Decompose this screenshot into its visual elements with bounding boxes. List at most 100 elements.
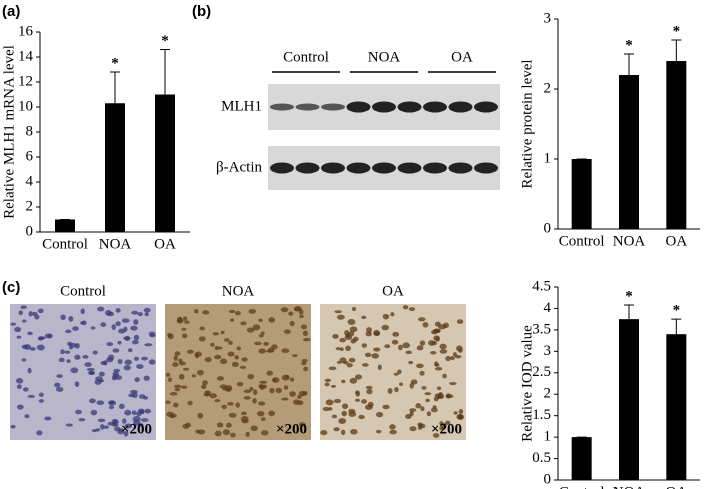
nucleus: [65, 423, 73, 427]
nucleus: [254, 341, 262, 346]
nucleus: [384, 344, 391, 349]
nucleus: [250, 425, 258, 432]
nucleus: [354, 398, 361, 402]
nucleus: [115, 321, 121, 327]
nucleus: [253, 389, 258, 396]
nucleus: [191, 374, 197, 378]
blot-band: [448, 101, 473, 113]
nucleus: [18, 310, 23, 316]
blot-band: [397, 162, 422, 174]
y-tick-label: 8: [26, 123, 34, 139]
nucleus: [390, 312, 395, 317]
nucleus: [455, 355, 462, 359]
nucleus: [27, 367, 32, 374]
nucleus: [97, 306, 105, 312]
nucleus: [58, 357, 65, 363]
nucleus: [167, 333, 174, 340]
nucleus: [86, 367, 95, 372]
nucleus: [165, 372, 171, 378]
nucleus: [408, 307, 416, 312]
nucleus: [123, 364, 131, 371]
nucleus: [100, 424, 105, 430]
bar: [571, 437, 592, 480]
blot-band: [346, 101, 371, 113]
nucleus: [36, 344, 45, 351]
nucleus: [174, 351, 181, 356]
nucleus: [74, 343, 80, 349]
nucleus: [22, 387, 29, 392]
nucleus: [298, 309, 304, 315]
nucleus: [118, 328, 126, 334]
nucleus: [228, 309, 236, 314]
error-bar: [671, 39, 682, 61]
nucleus: [349, 377, 358, 384]
nucleus: [283, 329, 291, 334]
nucleus: [221, 404, 227, 410]
nucleus: [408, 360, 414, 365]
nucleus: [449, 382, 457, 386]
nucleus: [397, 369, 402, 375]
nucleus: [348, 408, 356, 414]
y-tick-label: 0: [26, 223, 34, 239]
nucleus: [228, 340, 233, 345]
nucleus: [187, 400, 193, 406]
y-axis-label: Relative IOD value: [519, 325, 535, 442]
nucleus: [426, 411, 432, 417]
nucleus: [123, 430, 129, 437]
nucleus: [214, 354, 222, 360]
nucleus: [389, 429, 397, 435]
nucleus: [453, 411, 458, 415]
nucleus: [280, 307, 289, 313]
nucleus: [102, 425, 110, 429]
nucleus: [387, 387, 393, 394]
nucleus: [114, 426, 121, 432]
bar: [619, 319, 639, 480]
nucleus: [31, 311, 38, 316]
nucleus: [439, 343, 447, 350]
nucleus: [90, 326, 96, 330]
nucleus: [173, 355, 178, 361]
nucleus: [112, 348, 120, 353]
nucleus: [10, 424, 16, 429]
error-bar: [110, 71, 120, 104]
nucleus: [409, 426, 417, 432]
nucleus: [391, 339, 399, 345]
blot-group-label: Control: [283, 49, 329, 65]
nucleus: [430, 350, 437, 355]
nucleus: [427, 340, 436, 346]
nucleus: [382, 313, 390, 320]
nucleus: [16, 404, 24, 410]
bar: [155, 94, 175, 232]
nucleus: [209, 393, 217, 399]
nucleus: [381, 324, 390, 331]
nucleus: [420, 406, 425, 412]
nucleus: [134, 356, 139, 361]
nucleus: [222, 429, 231, 436]
nucleus: [29, 347, 36, 351]
nucleus: [409, 408, 417, 412]
nucleus: [78, 418, 86, 422]
nucleus: [260, 417, 266, 422]
y-tick-label: 2: [26, 198, 34, 214]
nucleus: [300, 324, 307, 330]
nucleus: [328, 366, 337, 371]
nucleus: [98, 379, 105, 383]
nucleus: [301, 361, 307, 366]
nucleus: [34, 314, 40, 320]
nucleus: [439, 421, 444, 426]
y-tick-label: 6: [26, 148, 34, 164]
y-axis-label: Relative MLH1 mRNA level: [1, 45, 17, 219]
nucleus: [227, 351, 235, 357]
y-tick-label: 12: [18, 73, 33, 89]
nucleus: [137, 312, 143, 317]
nucleus: [432, 433, 440, 438]
nucleus: [27, 394, 36, 398]
magnification: ×200: [276, 421, 307, 437]
nucleus: [302, 330, 309, 337]
significance: *: [673, 23, 681, 39]
nucleus: [361, 315, 367, 320]
nucleus: [289, 320, 295, 327]
blot-band: [346, 162, 371, 174]
error-bar: [624, 53, 634, 75]
